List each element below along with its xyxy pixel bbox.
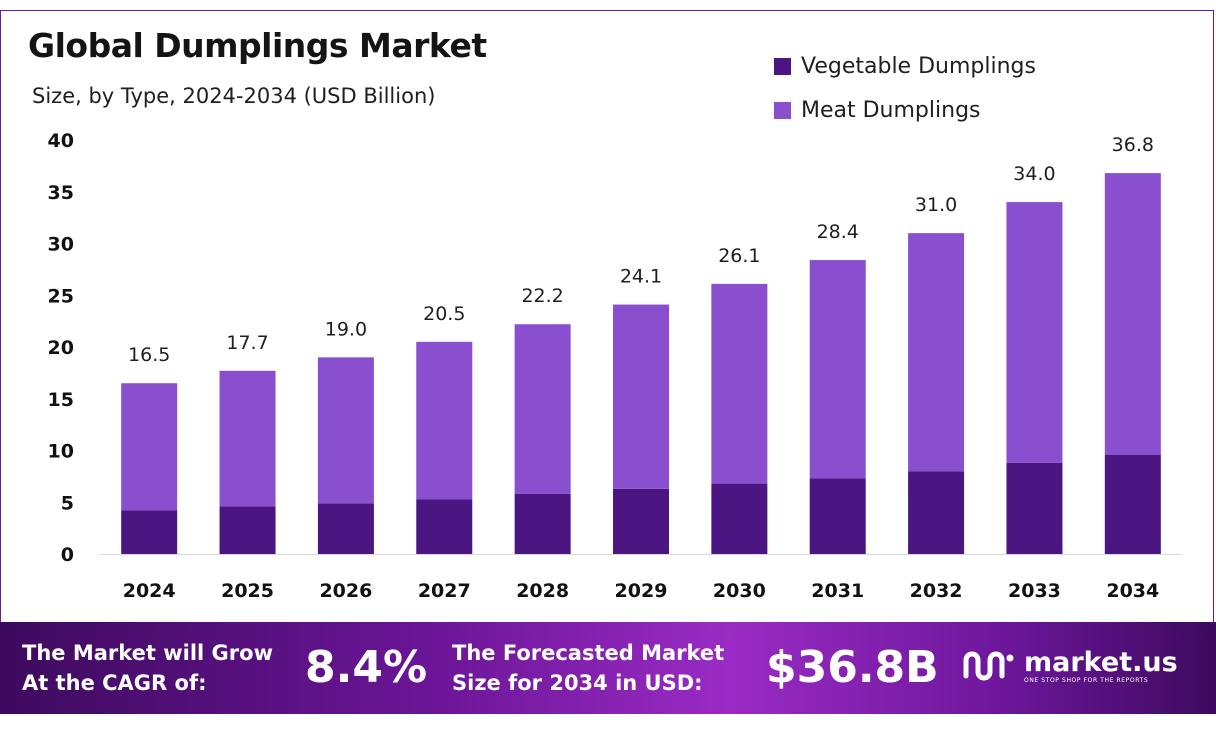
- bar-segment-meat: [416, 341, 473, 500]
- bar-segment-meat: [613, 304, 669, 489]
- legend-label-meat: Meat Dumplings: [801, 97, 981, 123]
- x-tick-label: 2026: [319, 580, 372, 602]
- y-tick-label: 15: [48, 389, 74, 411]
- bar-segment-meat: [219, 370, 276, 507]
- x-tick-label: 2024: [123, 580, 176, 602]
- bar-segment-vegetable: [317, 503, 374, 554]
- legend-label-vegetable: Vegetable Dumplings: [801, 53, 1036, 79]
- bar-segment-vegetable: [711, 483, 768, 554]
- cagr-label-line2: At the CAGR of:: [22, 671, 207, 695]
- chart-subtitle: Size, by Type, 2024-2034 (USD Billion): [32, 84, 436, 108]
- market-us-logo-icon: [963, 651, 1014, 681]
- legend-item-vegetable: Vegetable Dumplings: [774, 44, 1036, 88]
- footer-banner: The Market will Grow At the CAGR of: 8.4…: [0, 622, 1216, 714]
- legend: Vegetable Dumplings Meat Dumplings: [774, 44, 1036, 132]
- x-tick-label: 2029: [615, 580, 668, 602]
- bar-total-label: 26.1: [718, 245, 760, 267]
- y-tick-label: 5: [61, 492, 74, 514]
- bar-chart: 051015202530354016.5202417.7202519.02026…: [48, 130, 1182, 602]
- y-tick-label: 35: [48, 182, 74, 204]
- y-tick-label: 0: [61, 544, 74, 566]
- bar-segment-vegetable: [809, 478, 866, 554]
- cagr-label: The Market will Grow At the CAGR of:: [22, 638, 273, 698]
- chart-title: Global Dumplings Market: [28, 26, 487, 65]
- y-tick-label: 20: [48, 337, 74, 359]
- x-tick-label: 2028: [516, 580, 569, 602]
- bar-segment-vegetable: [1006, 462, 1063, 554]
- legend-swatch-vegetable: [774, 57, 791, 75]
- bar-total-label: 19.0: [325, 318, 367, 340]
- bar-total-label: 17.7: [226, 332, 268, 354]
- cagr-value: 8.4%: [305, 642, 428, 693]
- bar-segment-meat: [121, 383, 178, 511]
- forecast-value: $36.8B: [766, 642, 939, 693]
- bar-total-label: 31.0: [915, 194, 957, 216]
- y-tick-label: 10: [48, 441, 74, 463]
- brand-tagline: ONE STOP SHOP FOR THE REPORTS: [1024, 676, 1149, 684]
- y-tick-label: 25: [48, 285, 74, 307]
- bar-segment-vegetable: [908, 471, 965, 554]
- y-tick-label: 30: [48, 234, 74, 256]
- x-tick-label: 2034: [1106, 580, 1159, 602]
- x-tick-label: 2027: [418, 580, 471, 602]
- brand-name: market.us: [1024, 646, 1178, 678]
- bar-segment-vegetable: [1104, 454, 1161, 554]
- x-tick-label: 2032: [910, 580, 963, 602]
- x-tick-label: 2033: [1008, 580, 1061, 602]
- bar-segment-vegetable: [514, 493, 571, 554]
- bar-segment-meat: [1104, 173, 1161, 455]
- y-tick-label: 40: [48, 130, 74, 152]
- bar-total-label: 16.5: [128, 344, 170, 366]
- bar-segment-meat: [317, 357, 374, 504]
- x-tick-label: 2025: [221, 580, 274, 602]
- bar-segment-meat: [1006, 202, 1063, 463]
- bar-total-label: 34.0: [1013, 163, 1055, 185]
- forecast-label-line1: The Forecasted Market: [452, 641, 725, 665]
- bar-segment-vegetable: [121, 510, 178, 554]
- bar-total-label: 28.4: [817, 221, 859, 243]
- bar-segment-meat: [514, 324, 571, 494]
- bar-segment-vegetable: [219, 506, 276, 554]
- bar-segment-vegetable: [613, 488, 669, 554]
- brand-logo: market.us ONE STOP SHOP FOR THE REPORTS: [962, 646, 1178, 686]
- bar-segment-vegetable: [416, 499, 473, 554]
- bar-segment-meat: [711, 283, 768, 484]
- legend-item-meat: Meat Dumplings: [774, 88, 1036, 132]
- forecast-label-line2: Size for 2034 in USD:: [452, 671, 703, 695]
- x-tick-label: 2030: [713, 580, 766, 602]
- bar-segment-meat: [908, 233, 965, 472]
- legend-swatch-meat: [774, 101, 791, 119]
- bar-total-label: 24.1: [620, 266, 662, 288]
- bar-total-label: 22.2: [521, 285, 563, 307]
- forecast-label: The Forecasted Market Size for 2034 in U…: [452, 638, 724, 698]
- cagr-label-line1: The Market will Grow: [22, 641, 273, 665]
- bar-total-label: 36.8: [1112, 134, 1154, 156]
- x-tick-label: 2031: [811, 580, 864, 602]
- bar-total-label: 20.5: [423, 303, 465, 325]
- bar-segment-meat: [809, 260, 866, 479]
